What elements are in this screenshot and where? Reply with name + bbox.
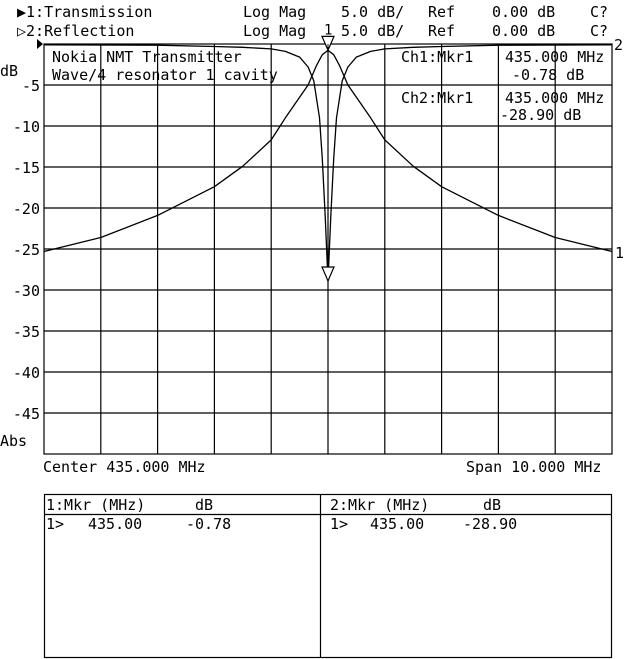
channel-1-cal-status: C? bbox=[590, 3, 608, 21]
y-axis-label: dB bbox=[0, 62, 18, 80]
ch2-marker-label: Ch2:Mkr1 bbox=[401, 89, 473, 107]
title-line-1: Nokia NMT Transmitter bbox=[52, 48, 242, 66]
y-tick-label: -35 bbox=[13, 323, 40, 341]
table-1-header-mkr: 1:Mkr (MHz) bbox=[46, 496, 145, 514]
trace-1-end-label: 1 bbox=[615, 244, 624, 262]
ch1-marker-label: Ch1:Mkr1 bbox=[401, 48, 473, 66]
channel-2-label[interactable]: ▷2:Reflection bbox=[17, 22, 134, 40]
channel-header-1: ▶1:Transmission Log Mag 5.0 dB/ Ref 0.00… bbox=[17, 3, 608, 21]
channel-2-cal-status: C? bbox=[590, 22, 608, 40]
y-tick-label: -15 bbox=[13, 159, 40, 177]
table-2-row-value: -28.90 bbox=[463, 515, 517, 533]
title-line-2: Wave/4 resonator 1 cavity bbox=[52, 66, 278, 84]
channel-1-format: Log Mag bbox=[243, 3, 306, 21]
y-tick-label: -10 bbox=[13, 118, 40, 136]
table-2-header-db: dB bbox=[483, 496, 501, 514]
channel-1-ref-value: 0.00 dB bbox=[492, 3, 555, 21]
y-axis-absolute-label: Abs bbox=[0, 432, 27, 450]
table-1-row-freq: 435.00 bbox=[88, 515, 142, 533]
marker-1-label: 1 bbox=[324, 22, 332, 38]
channel-1-scale: 5.0 dB/ bbox=[341, 3, 404, 21]
table-1-header-db: dB bbox=[195, 496, 213, 514]
table-2-header-mkr: 2:Mkr (MHz) bbox=[330, 496, 429, 514]
table-2-row-id: 1> bbox=[330, 515, 348, 533]
markers: 1 bbox=[321, 22, 335, 283]
y-tick-label: -45 bbox=[13, 405, 40, 423]
y-tick-label: -30 bbox=[13, 282, 40, 300]
channel-2-scale: 5.0 dB/ bbox=[341, 22, 404, 40]
y-tick-label: -40 bbox=[13, 364, 40, 382]
channel-2-ref-value: 0.00 dB bbox=[492, 22, 555, 40]
table-1-row-value: -0.78 bbox=[186, 515, 231, 533]
ch1-marker-value: -0.78 dB bbox=[512, 66, 584, 84]
marker-2-triangle[interactable] bbox=[321, 266, 335, 283]
channel-2-ref-label: Ref bbox=[428, 22, 455, 40]
marker-table-border bbox=[43, 493, 613, 659]
ch2-marker-value: -28.90 dB bbox=[500, 106, 581, 124]
channel-1-ref-label: Ref bbox=[428, 3, 455, 21]
channel-2-format: Log Mag bbox=[243, 22, 306, 40]
y-axis-tick-labels: -5 -10 -15 -20 -25 -30 -35 -40 -45 bbox=[13, 77, 40, 423]
trace-2-end-label: 2 bbox=[614, 36, 623, 54]
table-1-row-id: 1> bbox=[46, 515, 64, 533]
reference-position-icon bbox=[37, 39, 43, 49]
ch1-marker-freq: 435.000 MHz bbox=[505, 48, 604, 66]
y-tick-label: -20 bbox=[13, 200, 40, 218]
channel-header-2: ▷2:Reflection Log Mag 5.0 dB/ Ref 0.00 d… bbox=[17, 22, 608, 40]
span-frequency[interactable]: Span 10.000 MHz bbox=[466, 458, 601, 476]
y-tick-label: -25 bbox=[13, 241, 40, 259]
marker-table: 1:Mkr (MHz) dB 1> 435.00 -0.78 2:Mkr (MH… bbox=[43, 493, 613, 659]
center-frequency[interactable]: Center 435.000 MHz bbox=[43, 458, 206, 476]
channel-1-label[interactable]: ▶1:Transmission bbox=[17, 3, 152, 21]
table-2-row-freq: 435.00 bbox=[370, 515, 424, 533]
ch2-marker-freq: 435.000 MHz bbox=[505, 89, 604, 107]
marker-1-triangle[interactable] bbox=[321, 35, 335, 52]
y-tick-label: -5 bbox=[22, 77, 40, 95]
